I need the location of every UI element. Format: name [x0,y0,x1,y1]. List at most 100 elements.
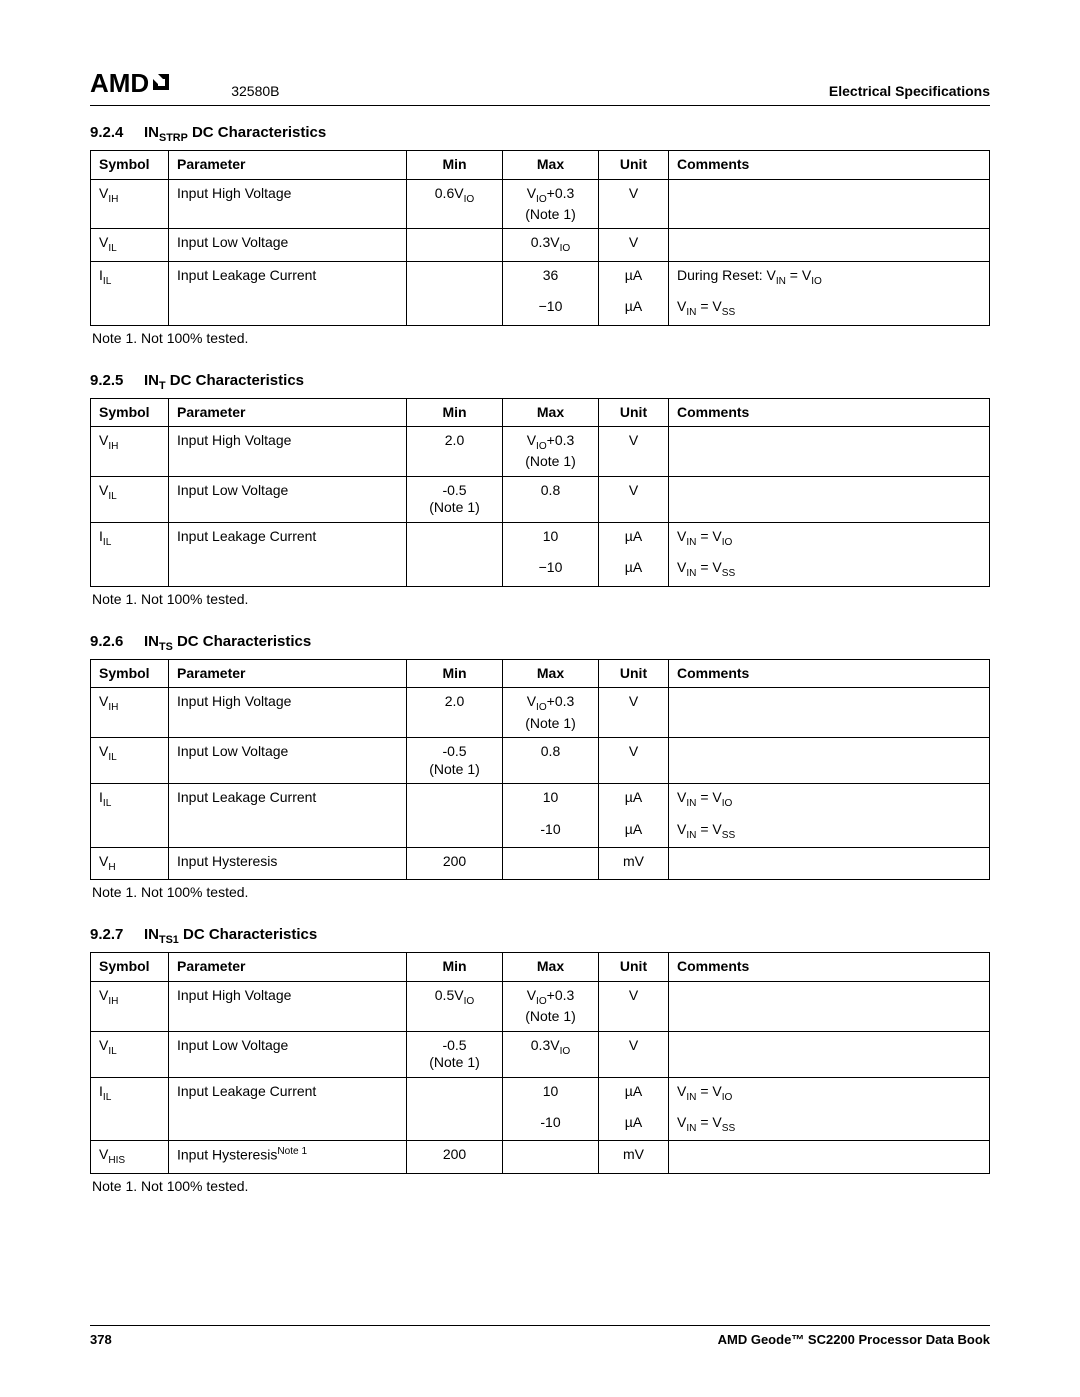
cell-min [407,293,503,325]
cell-symbol [91,1109,169,1141]
cell-unit: V [599,427,669,477]
cell-comments [669,738,990,784]
table-row: IIL Input Leakage Current 10 µA VIN = VI… [91,784,990,816]
cell-parameter: Input Low Voltage [169,229,407,261]
cell-max: 10 [503,1077,599,1109]
col-parameter: Parameter [169,151,407,180]
cell-unit: V [599,688,669,738]
cell-min [407,261,503,293]
cell-unit: V [599,476,669,522]
cell-min [407,784,503,816]
cell-comments: VIN = VSS [669,554,990,586]
cell-comments: VIN = VSS [669,293,990,325]
cell-parameter [169,293,407,325]
col-unit: Unit [599,151,669,180]
cell-unit: V [599,229,669,261]
book-title: AMD Geode™ SC2200 Processor Data Book [718,1332,990,1347]
cell-max: 0.8 [503,476,599,522]
cell-max: VIO+0.3(Note 1) [503,179,599,229]
cell-comments: VIN = VIO [669,784,990,816]
cell-symbol: IIL [91,1077,169,1109]
page-header: AMD 32580B Electrical Specifications [90,68,990,106]
col-symbol: Symbol [91,953,169,982]
cell-min: 200 [407,847,503,879]
dc-characteristics-table: Symbol Parameter Min Max Unit Comments V… [90,659,990,881]
col-comments: Comments [669,659,990,688]
col-min: Min [407,659,503,688]
table-row: VIH Input High Voltage 0.6VIO VIO+0.3(No… [91,179,990,229]
table-row: VIH Input High Voltage 0.5VIO VIO+0.3(No… [91,981,990,1031]
cell-max: 36 [503,261,599,293]
table-row: IIL Input Leakage Current 36 µA During R… [91,261,990,293]
cell-symbol: VHIS [91,1141,169,1173]
header-title: Electrical Specifications [829,83,990,99]
doc-number: 32580B [231,83,279,99]
cell-max: 10 [503,784,599,816]
cell-unit: µA [599,784,669,816]
page-number: 378 [90,1332,112,1347]
table-note: Note 1. Not 100% tested. [92,330,990,346]
cell-parameter: Input Leakage Current [169,261,407,293]
cell-comments: VIN = VSS [669,1109,990,1141]
cell-max [503,847,599,879]
cell-symbol: IIL [91,522,169,554]
cell-max: 0.3VIO [503,229,599,261]
cell-unit: V [599,1031,669,1077]
amd-logo: AMD [90,68,171,99]
cell-max: 0.8 [503,738,599,784]
cell-min [407,1109,503,1141]
cell-parameter: Input Leakage Current [169,1077,407,1109]
cell-unit: V [599,738,669,784]
cell-unit: V [599,981,669,1031]
cell-comments [669,1031,990,1077]
cell-parameter [169,816,407,848]
table-row: VIL Input Low Voltage -0.5(Note 1) 0.8 V [91,476,990,522]
dc-characteristics-table: Symbol Parameter Min Max Unit Comments V… [90,952,990,1174]
col-parameter: Parameter [169,953,407,982]
col-unit: Unit [599,953,669,982]
cell-unit: mV [599,847,669,879]
cell-unit: V [599,179,669,229]
cell-symbol: VIL [91,229,169,261]
cell-unit: µA [599,1077,669,1109]
cell-parameter [169,1109,407,1141]
table-row: VHIS Input HysteresisNote 1 200 mV [91,1141,990,1173]
cell-symbol [91,816,169,848]
table-row: VIL Input Low Voltage 0.3VIO V [91,229,990,261]
col-comments: Comments [669,151,990,180]
col-comments: Comments [669,953,990,982]
cell-comments: VIN = VIO [669,1077,990,1109]
cell-symbol: VIH [91,981,169,1031]
cell-unit: mV [599,1141,669,1173]
section-heading: 9.2.6INTS DC Characteristics [90,633,990,653]
cell-comments [669,981,990,1031]
cell-symbol: IIL [91,784,169,816]
cell-max: -10 [503,1109,599,1141]
cell-min: -0.5(Note 1) [407,738,503,784]
cell-parameter: Input Leakage Current [169,522,407,554]
logo-text: AMD [90,68,149,99]
cell-parameter: Input HysteresisNote 1 [169,1141,407,1173]
cell-unit: µA [599,261,669,293]
cell-comments [669,1141,990,1173]
cell-min: 0.5VIO [407,981,503,1031]
cell-symbol: VIL [91,476,169,522]
table-row: VIL Input Low Voltage -0.5(Note 1) 0.3VI… [91,1031,990,1077]
cell-min: 2.0 [407,688,503,738]
cell-unit: µA [599,1109,669,1141]
section-heading: 9.2.4INSTRP DC Characteristics [90,124,990,144]
cell-min: 0.6VIO [407,179,503,229]
col-min: Min [407,398,503,427]
cell-parameter: Input High Voltage [169,427,407,477]
table-row: -10 µA VIN = VSS [91,1109,990,1141]
cell-max: -10 [503,816,599,848]
cell-parameter: Input Low Voltage [169,738,407,784]
cell-comments [669,847,990,879]
col-parameter: Parameter [169,659,407,688]
cell-parameter: Input Leakage Current [169,784,407,816]
cell-symbol: IIL [91,261,169,293]
table-row: -10 µA VIN = VSS [91,816,990,848]
table-note: Note 1. Not 100% tested. [92,884,990,900]
cell-parameter: Input High Voltage [169,688,407,738]
cell-parameter [169,554,407,586]
